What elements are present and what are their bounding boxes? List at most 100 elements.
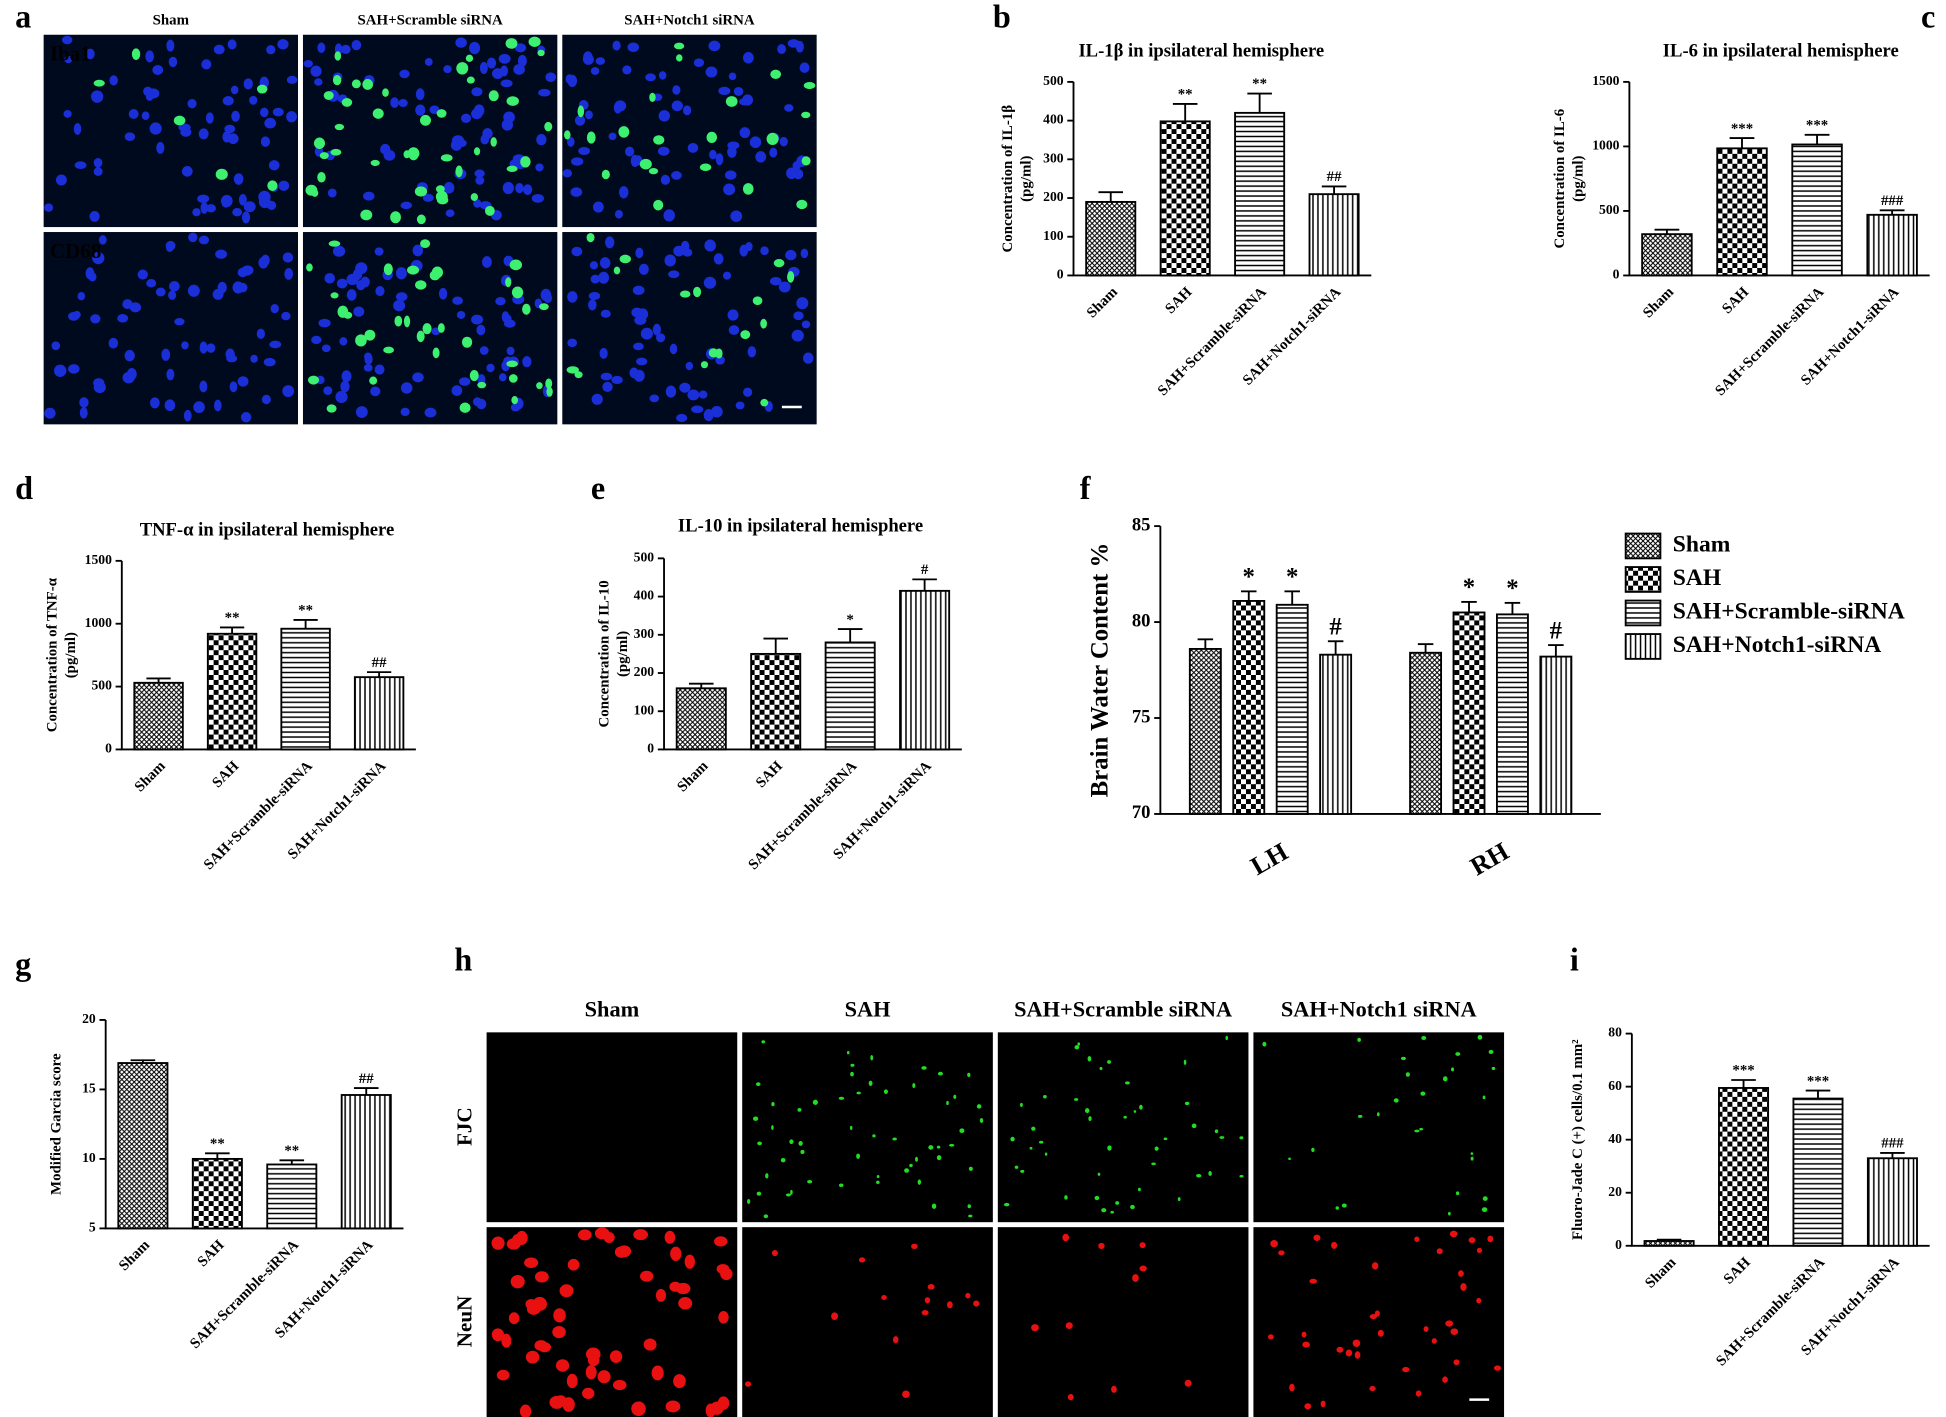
panel-label: g bbox=[15, 946, 31, 982]
cell bbox=[597, 1370, 611, 1384]
cell bbox=[730, 210, 743, 222]
cell bbox=[539, 303, 549, 311]
cell bbox=[1044, 1152, 1048, 1156]
cell bbox=[1163, 1137, 1168, 1141]
cell bbox=[968, 1214, 973, 1218]
cell bbox=[967, 1204, 971, 1209]
cell bbox=[437, 323, 445, 333]
cell bbox=[687, 142, 699, 153]
cell bbox=[638, 263, 649, 275]
cell bbox=[398, 99, 408, 108]
cell bbox=[801, 156, 811, 166]
y-axis-label: (pg/ml) bbox=[615, 631, 631, 677]
cell bbox=[1031, 1324, 1039, 1332]
cell bbox=[633, 1229, 649, 1241]
cell bbox=[164, 399, 176, 412]
bar bbox=[1792, 1097, 1844, 1247]
cell bbox=[505, 38, 518, 49]
cell bbox=[326, 404, 337, 413]
cell bbox=[921, 1309, 929, 1316]
cell bbox=[632, 285, 645, 295]
row-label: Iba1 bbox=[50, 42, 91, 66]
cell bbox=[849, 1125, 853, 1131]
cell bbox=[1402, 1366, 1410, 1373]
cell bbox=[166, 39, 175, 52]
cell bbox=[722, 271, 732, 280]
cell bbox=[664, 254, 676, 267]
cell bbox=[911, 1243, 918, 1250]
cell bbox=[881, 1294, 887, 1300]
cell bbox=[498, 373, 507, 382]
cell bbox=[1110, 1210, 1114, 1214]
cell bbox=[382, 88, 389, 97]
column-label: Sham bbox=[585, 996, 640, 1021]
cell bbox=[1443, 1076, 1448, 1082]
cell bbox=[51, 341, 61, 351]
cell bbox=[149, 122, 162, 135]
cell bbox=[400, 382, 413, 394]
x-tick-label: Sham bbox=[1642, 1254, 1679, 1291]
cell bbox=[634, 315, 647, 325]
cell bbox=[636, 357, 648, 366]
y-axis-label: (pg/ml) bbox=[63, 632, 79, 678]
cell bbox=[598, 271, 610, 284]
cell bbox=[492, 68, 504, 79]
cell bbox=[79, 397, 89, 408]
cell bbox=[267, 180, 278, 191]
cell bbox=[124, 132, 136, 141]
cell bbox=[238, 194, 247, 206]
cell bbox=[473, 104, 485, 117]
cell bbox=[213, 44, 225, 55]
cell bbox=[582, 1387, 595, 1399]
cell bbox=[519, 1404, 532, 1417]
cell bbox=[611, 375, 623, 385]
cell bbox=[578, 146, 591, 156]
y-tick-label: 40 bbox=[1608, 1131, 1622, 1146]
cell bbox=[653, 199, 664, 211]
cell bbox=[415, 88, 425, 101]
cell bbox=[1414, 1129, 1420, 1133]
cell bbox=[602, 381, 613, 393]
cell bbox=[552, 1326, 566, 1339]
cell bbox=[698, 390, 708, 399]
cell bbox=[678, 1297, 693, 1310]
cell bbox=[531, 193, 544, 203]
y-tick-label: 0 bbox=[1613, 267, 1620, 282]
cell bbox=[538, 1342, 552, 1353]
cell bbox=[850, 1063, 855, 1067]
cell bbox=[589, 261, 599, 270]
y-tick-label: 15 bbox=[82, 1081, 96, 1096]
cell bbox=[55, 174, 67, 186]
cell bbox=[684, 1254, 695, 1269]
x-tick-label: SAH bbox=[195, 1237, 228, 1270]
cell bbox=[416, 214, 426, 225]
cell bbox=[374, 364, 385, 375]
bar bbox=[899, 589, 951, 751]
cell bbox=[709, 149, 717, 160]
cell bbox=[74, 161, 87, 169]
cell bbox=[1455, 1052, 1461, 1056]
y-tick-label: 75 bbox=[1132, 706, 1151, 727]
cell bbox=[61, 35, 73, 45]
cell bbox=[744, 1381, 752, 1387]
y-tick-label: 1000 bbox=[85, 615, 112, 630]
cell bbox=[614, 100, 627, 112]
cell bbox=[649, 92, 656, 102]
cell bbox=[585, 110, 593, 120]
cell bbox=[973, 1300, 980, 1307]
cell bbox=[364, 329, 376, 341]
cell bbox=[1130, 1204, 1135, 1210]
cell bbox=[400, 407, 410, 417]
cell bbox=[332, 245, 346, 257]
cell bbox=[1431, 1338, 1437, 1344]
cell bbox=[498, 53, 511, 64]
y-axis-label: Concentration of IL-6 bbox=[1552, 109, 1568, 249]
cell bbox=[927, 1284, 935, 1290]
cell bbox=[319, 152, 329, 160]
cell bbox=[330, 292, 339, 299]
cell bbox=[197, 194, 210, 204]
cell bbox=[1077, 1042, 1081, 1046]
cell bbox=[241, 211, 251, 224]
cell bbox=[137, 269, 148, 280]
cell bbox=[538, 88, 551, 97]
